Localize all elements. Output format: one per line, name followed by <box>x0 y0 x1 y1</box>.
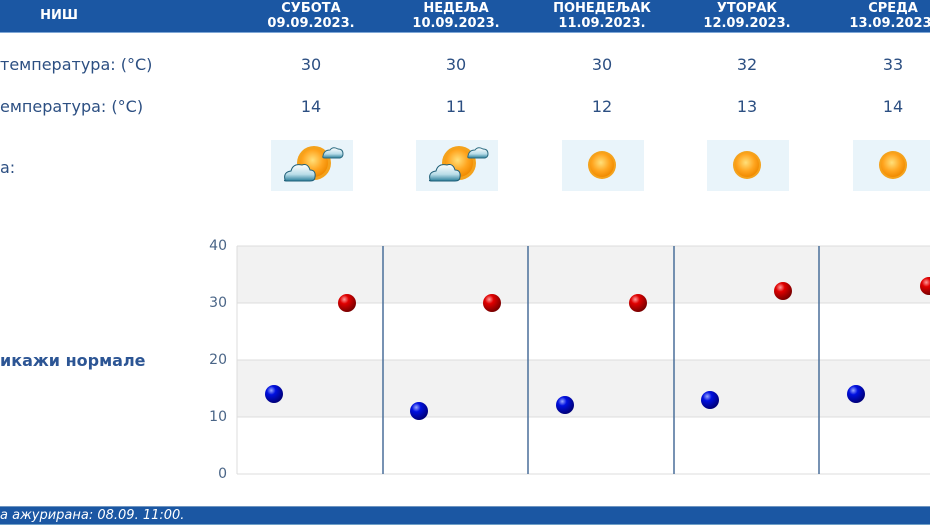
sun-icon <box>853 140 930 191</box>
min-temp-label: емпература: (°C) <box>0 97 144 116</box>
sun-icon <box>707 140 789 191</box>
day-header-4: УТОРАК 12.09.2023. <box>674 0 820 31</box>
day-header-2: НЕДЕЉА 10.09.2023. <box>383 0 529 31</box>
day-date: 11.09.2023. <box>558 16 646 31</box>
min-temp-value: 14 <box>882 97 904 116</box>
day-name: ПОНЕДЕЉАК <box>553 1 651 16</box>
day-header-3: ПОНЕДЕЉАК 11.09.2023. <box>529 0 675 31</box>
city-name: НИШ <box>40 8 78 23</box>
max-temp-series <box>338 277 930 312</box>
day-name: НЕДЕЉА <box>423 1 489 16</box>
min-temp-value: 13 <box>736 97 758 116</box>
day-name: УТОРАК <box>716 1 778 16</box>
min-temp-value: 11 <box>445 97 467 116</box>
day-name: СРЕДА <box>868 1 918 16</box>
min-temp-value: 14 <box>300 97 322 116</box>
day-date: 09.09.2023. <box>267 16 355 31</box>
max-temp-value: 30 <box>300 55 322 74</box>
min-temp-value: 12 <box>591 97 613 116</box>
y-tick: 30 <box>209 295 227 311</box>
y-tick: 10 <box>209 409 227 425</box>
forecast-header: НИШ СУБОТА 09.09.2023. НЕДЕЉА 10.09.2023… <box>0 0 930 33</box>
max-temp-value: 30 <box>591 55 613 74</box>
sun-icon <box>562 140 644 191</box>
weather-label: а: <box>0 158 16 177</box>
y-tick: 40 <box>209 238 227 254</box>
max-temp-value: 33 <box>882 55 904 74</box>
sun-cloud-icon <box>416 140 498 191</box>
min-temp-series <box>265 385 865 420</box>
day-date: 10.09.2023. <box>412 16 500 31</box>
last-updated-text: а ажурирана: 08.09. 11:00. <box>0 508 185 523</box>
max-temp-value: 32 <box>736 55 758 74</box>
update-footer: а ажурирана: 08.09. 11:00. <box>0 506 930 525</box>
day-header-5: СРЕДА 13.09.2023. <box>820 0 930 31</box>
day-header-1: СУБОТА 09.09.2023. <box>238 0 384 31</box>
day-name: СУБОТА <box>281 1 341 16</box>
y-tick: 20 <box>209 352 227 368</box>
y-tick: 0 <box>218 466 227 482</box>
day-date: 12.09.2023. <box>703 16 791 31</box>
day-date: 13.09.2023. <box>849 16 930 31</box>
sun-cloud-icon <box>271 140 353 191</box>
show-normals-link[interactable]: икажи нормале <box>0 351 146 370</box>
max-temp-label: температура: (°C) <box>0 55 153 74</box>
max-temp-value: 30 <box>445 55 467 74</box>
